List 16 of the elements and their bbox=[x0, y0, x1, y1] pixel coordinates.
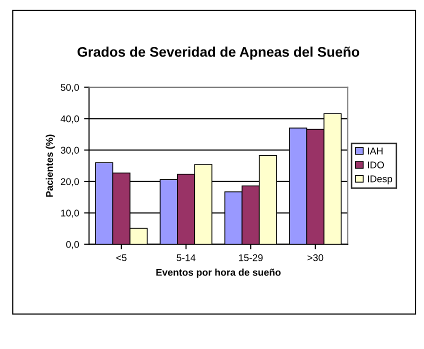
x-tick-label: 15-29 bbox=[239, 254, 263, 262]
y-axis-title: Pacientes (%) bbox=[46, 134, 55, 197]
x-axis-title: Eventos por hora de sueño bbox=[156, 268, 281, 278]
y-tick-label: 10,0 bbox=[61, 210, 79, 218]
y-tick-label: 50,0 bbox=[60, 84, 79, 92]
legend-label: IDesp bbox=[368, 176, 392, 184]
y-tick-label: 30,0 bbox=[60, 146, 79, 155]
y-tick-label: 20,0 bbox=[60, 178, 79, 186]
chart-title: Grados de Severidad de Apneas del Sueño bbox=[78, 46, 360, 60]
x-tick-label: >30 bbox=[308, 254, 324, 262]
x-tick-label: <5 bbox=[116, 254, 127, 262]
y-tick-label: 0,0 bbox=[66, 241, 79, 250]
y-tick-label: 40,0 bbox=[60, 115, 79, 124]
x-tick-label: 5-14 bbox=[176, 254, 196, 262]
legend-label: IDO bbox=[368, 162, 384, 168]
legend-label: IAH bbox=[368, 148, 383, 154]
